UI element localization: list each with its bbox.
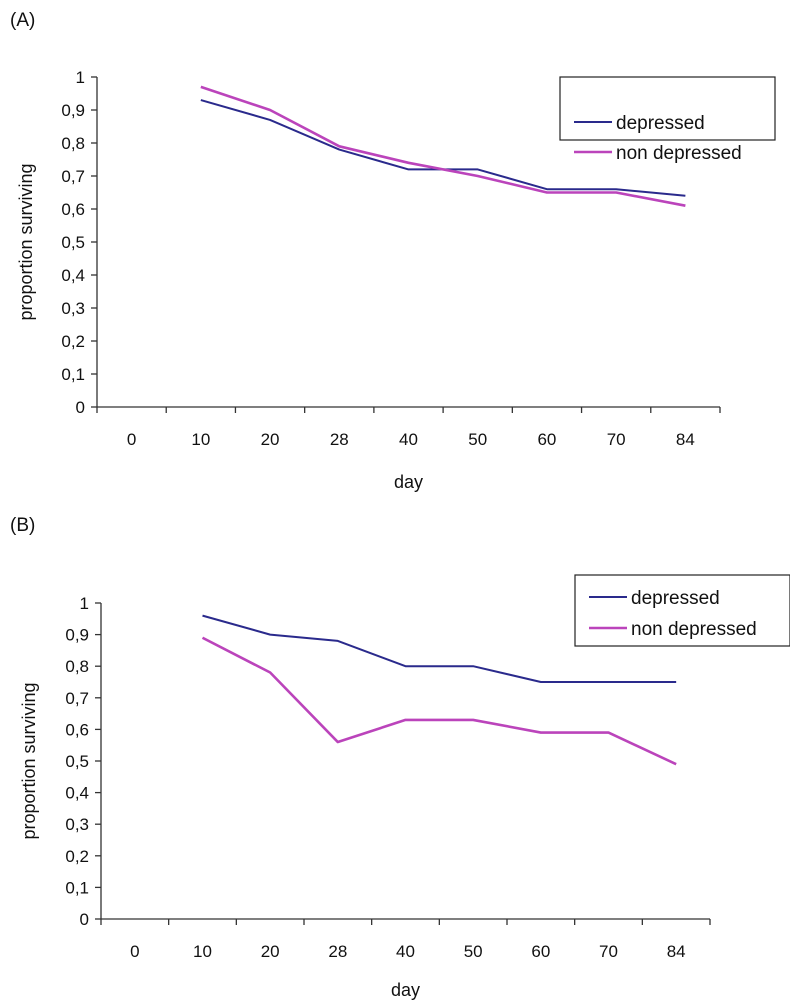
x-tick-label: 84	[676, 430, 695, 449]
x-tick-label: 40	[396, 942, 415, 961]
y-tick-label: 1	[76, 68, 85, 87]
y-tick-label: 0,5	[65, 752, 89, 771]
y-tick-label: 0	[80, 910, 89, 929]
series-line-non-depressed	[200, 85, 686, 207]
y-tick-label: 0,7	[61, 167, 85, 186]
y-tick-label: 1	[80, 594, 89, 613]
y-tick-label: 0,1	[61, 365, 85, 384]
y-tick-label: 0	[76, 398, 85, 417]
x-tick-label: 20	[261, 430, 280, 449]
legend-box	[559, 76, 776, 141]
y-tick-label: 0,4	[65, 784, 89, 803]
panel-label-a: (A)	[10, 10, 36, 31]
panel-label-b: (B)	[10, 515, 36, 536]
legend-box	[574, 574, 790, 647]
series-line-non-depressed	[201, 636, 677, 766]
legend: depressed non depressed	[559, 76, 776, 164]
y-tick-label: 0,4	[61, 266, 85, 285]
x-tick-label: 60	[531, 942, 550, 961]
y-tick-label: 0,8	[65, 657, 89, 676]
survival-chart-a: 00,10,20,30,40,50,60,70,80,910 10 20 28 40 50…	[16, 68, 776, 492]
y-tick-label: 0,8	[61, 134, 85, 153]
legend-label: non depressed	[616, 143, 742, 164]
x-tick-label: 50	[464, 942, 483, 961]
x-tick-label: 84	[667, 942, 686, 961]
x-tick-label: 60	[537, 430, 556, 449]
y-tick-label: 0,6	[61, 200, 85, 219]
x-tick-label: 10	[193, 942, 212, 961]
x-tick-label: 28	[328, 942, 347, 961]
x-tick-label: 70	[607, 430, 626, 449]
x-tick-label: 28	[330, 430, 349, 449]
x-tick-label: 10	[191, 430, 210, 449]
x-tick-label: 50	[468, 430, 487, 449]
survival-chart-b: 00,10,20,30,40,50,60,70,80,910 10 20 28 40 50…	[19, 574, 790, 1000]
legend-label: depressed	[631, 588, 720, 609]
y-tick-label: 0,9	[65, 626, 89, 645]
y-axis-title: proportion surviving	[19, 682, 39, 839]
x-tick-label: 20	[261, 942, 280, 961]
legend-label: non depressed	[631, 619, 757, 640]
y-tick-label: 0,7	[65, 689, 89, 708]
x-axis-title: day	[394, 472, 423, 492]
y-tick-label: 0,5	[61, 233, 85, 252]
legend: depressed non depressed	[574, 574, 790, 647]
x-tick-label: 0	[130, 942, 139, 961]
x-tick-label: 40	[399, 430, 418, 449]
y-tick-label: 0,2	[61, 332, 85, 351]
x-tick-label: 0	[127, 430, 136, 449]
y-tick-label: 0,1	[65, 878, 89, 897]
y-axis-title: proportion surviving	[16, 163, 36, 320]
x-axis-title: day	[391, 980, 420, 1000]
y-tick-label: 0,3	[61, 299, 85, 318]
x-tick-label: 70	[599, 942, 618, 961]
legend-label: depressed	[616, 113, 705, 134]
y-tick-label: 0,3	[65, 815, 89, 834]
y-tick-label: 0,6	[65, 720, 89, 739]
y-tick-label: 0,2	[65, 847, 89, 866]
y-tick-label: 0,9	[61, 101, 85, 120]
series-line-depressed	[202, 614, 677, 683]
